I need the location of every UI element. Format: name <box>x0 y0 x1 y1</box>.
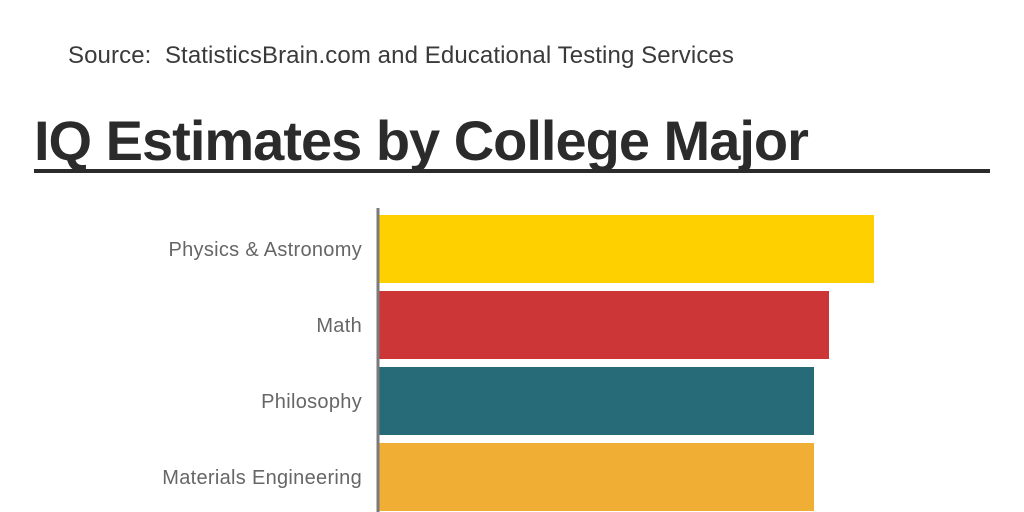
category-label: Philosophy <box>261 391 362 413</box>
category-label: Math <box>316 315 362 337</box>
bars-group <box>379 215 874 511</box>
bar-philosophy <box>379 367 814 435</box>
bar-materials-engineering <box>379 443 814 511</box>
chart-title: IQ Estimates by College Major <box>34 109 809 172</box>
category-label: Materials Engineering <box>162 467 362 489</box>
bar-math <box>379 291 829 359</box>
source-caption: Source: StatisticsBrain.com and Educatio… <box>68 42 734 69</box>
bar-physics-astronomy <box>379 215 874 283</box>
category-label: Physics & Astronomy <box>168 239 362 261</box>
title-underline <box>34 169 990 173</box>
category-labels-group: Physics & Astronomy Math Philosophy Materia… <box>162 239 362 489</box>
